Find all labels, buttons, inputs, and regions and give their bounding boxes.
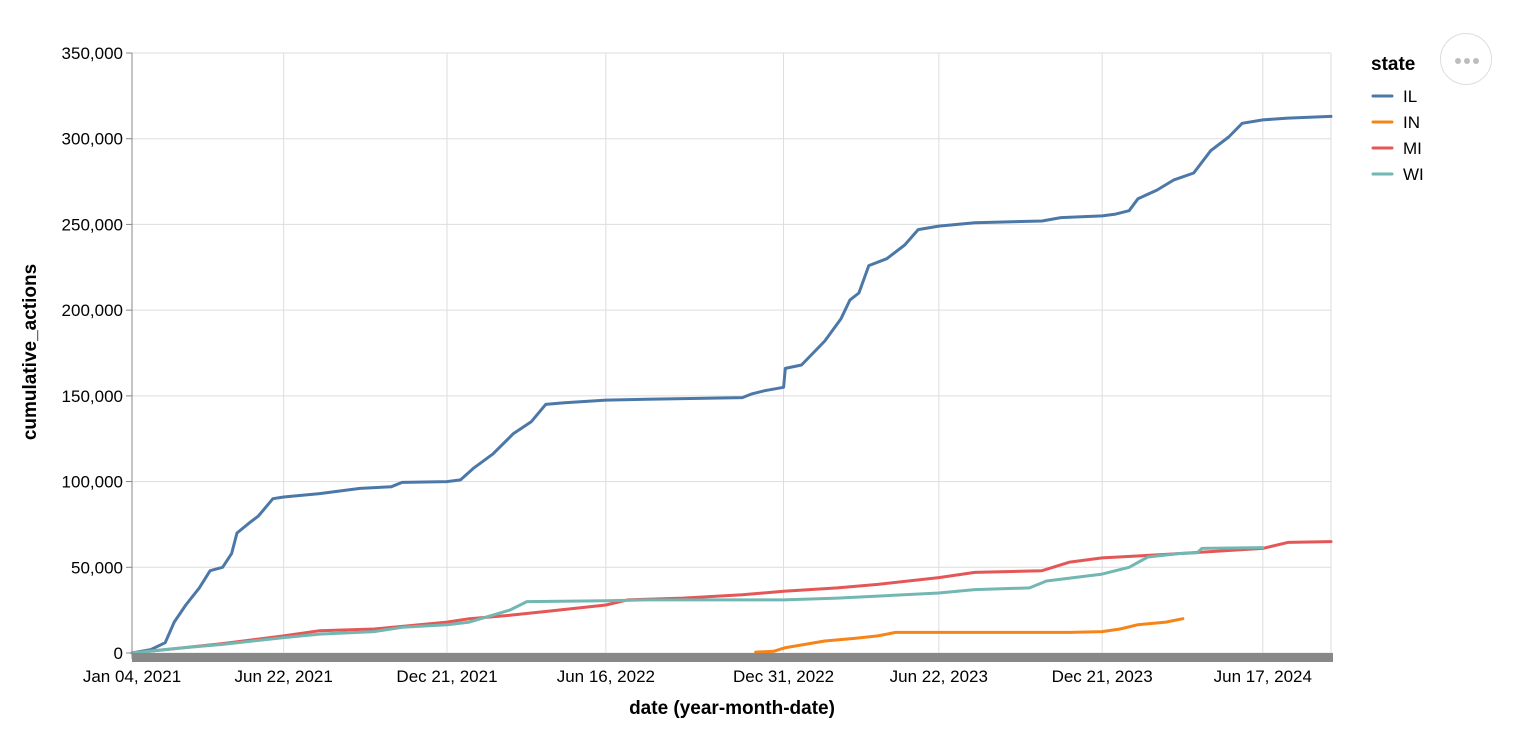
x-tick-label: Dec 21, 2023 bbox=[1052, 667, 1153, 686]
y-tick-label: 300,000 bbox=[62, 130, 123, 149]
y-tick-label: 200,000 bbox=[62, 301, 123, 320]
series-line-wi bbox=[130, 546, 1265, 655]
legend: state IL IN MI WI bbox=[1371, 54, 1424, 184]
menu-dot-icon bbox=[1473, 58, 1479, 64]
y-tick-label: 150,000 bbox=[62, 387, 123, 406]
menu-dot-icon bbox=[1455, 58, 1461, 64]
x-tick-label: Jun 22, 2023 bbox=[890, 667, 988, 686]
y-axis-title: cumulative_actions bbox=[20, 264, 41, 440]
series-layer bbox=[130, 114, 1333, 655]
y-tick-label: 0 bbox=[114, 644, 123, 663]
y-tick-label: 350,000 bbox=[62, 44, 123, 63]
y-tick-label: 250,000 bbox=[62, 215, 123, 234]
series-line-in bbox=[754, 617, 1185, 654]
legend-label-il: IL bbox=[1403, 87, 1417, 106]
gridlines bbox=[131, 52, 1332, 654]
series-line-mi bbox=[130, 540, 1333, 655]
menu-dot-icon bbox=[1464, 58, 1470, 64]
x-tick-label: Dec 21, 2021 bbox=[396, 667, 497, 686]
y-tick-label: 50,000 bbox=[71, 558, 123, 577]
legend-label-in: IN bbox=[1403, 113, 1420, 132]
x-tick-label: Jun 22, 2021 bbox=[235, 667, 333, 686]
x-tick-label: Dec 31, 2022 bbox=[733, 667, 834, 686]
legend-title: state bbox=[1371, 54, 1415, 75]
x-tick-label: Jan 04, 2021 bbox=[83, 667, 181, 686]
x-tick-label: Jun 16, 2022 bbox=[557, 667, 655, 686]
x-axis-title: date (year-month-date) bbox=[629, 698, 835, 719]
legend-label-mi: MI bbox=[1403, 139, 1422, 158]
series-line-il bbox=[130, 114, 1333, 655]
more-options-button[interactable] bbox=[1440, 33, 1492, 85]
y-tick-label: 100,000 bbox=[62, 473, 123, 492]
x-axis-line bbox=[132, 653, 1333, 662]
x-tick-label: Jun 17, 2024 bbox=[1214, 667, 1312, 686]
axes: 0 50,000 100,000 150,000 200,000 250,000 300,0… bbox=[62, 44, 1333, 686]
legend-label-wi: WI bbox=[1403, 165, 1424, 184]
